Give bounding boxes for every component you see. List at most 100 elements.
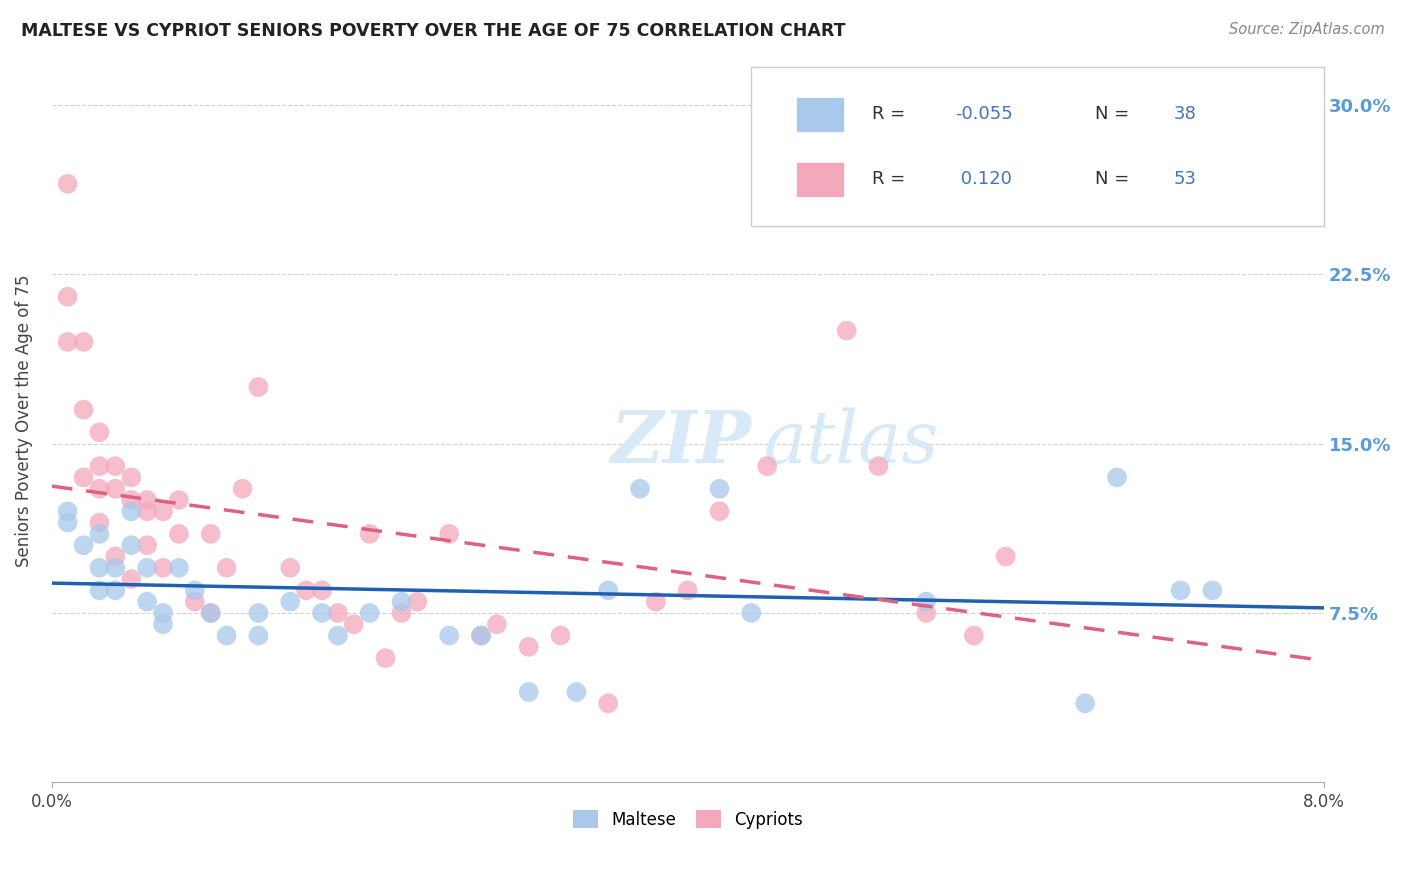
Text: R =: R = [872,104,911,123]
Point [104,561,127,575]
Point [215,628,238,642]
Point [152,561,174,575]
Point [406,595,429,609]
Point [136,561,159,575]
FancyBboxPatch shape [796,97,844,132]
Point [89,425,111,440]
Point [326,628,349,642]
Point [311,583,333,598]
Point [72,470,94,484]
Point [598,696,620,710]
Text: Source: ZipAtlas.com: Source: ZipAtlas.com [1229,22,1385,37]
Point [709,482,731,496]
Point [1074,696,1097,710]
Point [104,459,127,474]
Point [550,628,572,642]
Text: -0.055: -0.055 [955,104,1012,123]
Point [278,595,301,609]
Point [89,482,111,496]
Text: atlas: atlas [763,408,939,478]
Point [644,595,666,609]
Text: 53: 53 [1174,169,1197,188]
Point [868,459,890,474]
Point [740,606,762,620]
Point [311,606,333,620]
Point [1170,583,1192,598]
Point [152,606,174,620]
Point [247,606,270,620]
Text: 0.120: 0.120 [955,169,1012,188]
Legend: Maltese, Cypriots: Maltese, Cypriots [565,804,810,836]
Point [136,538,159,552]
Point [72,334,94,349]
Point [915,606,938,620]
Point [517,640,540,654]
Point [200,527,222,541]
Point [152,504,174,518]
Text: R =: R = [872,169,911,188]
Point [120,572,142,586]
Point [167,527,190,541]
Point [136,504,159,518]
Point [167,561,190,575]
Point [470,628,492,642]
Point [120,470,142,484]
Point [152,617,174,632]
Text: MALTESE VS CYPRIOT SENIORS POVERTY OVER THE AGE OF 75 CORRELATION CHART: MALTESE VS CYPRIOT SENIORS POVERTY OVER … [21,22,845,40]
FancyBboxPatch shape [751,67,1323,226]
Point [200,606,222,620]
Point [89,516,111,530]
Text: N =: N = [1095,104,1135,123]
Text: 38: 38 [1174,104,1197,123]
Point [120,504,142,518]
Point [89,459,111,474]
Point [437,628,460,642]
Point [104,549,127,564]
Point [89,527,111,541]
Point [89,583,111,598]
Point [391,595,413,609]
Point [676,583,699,598]
Point [120,538,142,552]
Point [326,606,349,620]
Y-axis label: Seniors Poverty Over the Age of 75: Seniors Poverty Over the Age of 75 [15,275,32,567]
Point [89,561,111,575]
Point [598,583,620,598]
Point [184,583,207,598]
Point [343,617,366,632]
Point [994,549,1017,564]
Point [231,482,253,496]
Point [184,595,207,609]
FancyBboxPatch shape [796,162,844,197]
Point [374,651,396,665]
Point [72,402,94,417]
Point [136,493,159,508]
Point [72,538,94,552]
Point [247,628,270,642]
Point [1201,583,1223,598]
Point [437,527,460,541]
Point [215,561,238,575]
Point [391,606,413,620]
Point [120,493,142,508]
Point [359,527,381,541]
Point [200,606,222,620]
Point [470,628,492,642]
Point [295,583,318,598]
Point [56,334,79,349]
Point [56,177,79,191]
Point [1105,470,1128,484]
Point [56,290,79,304]
Point [963,628,986,642]
Point [56,516,79,530]
Text: ZIP: ZIP [610,407,751,478]
Point [104,583,127,598]
Point [278,561,301,575]
Point [167,493,190,508]
Point [628,482,651,496]
Point [835,324,858,338]
Text: N =: N = [1095,169,1135,188]
Point [709,504,731,518]
Point [756,459,779,474]
Point [915,595,938,609]
